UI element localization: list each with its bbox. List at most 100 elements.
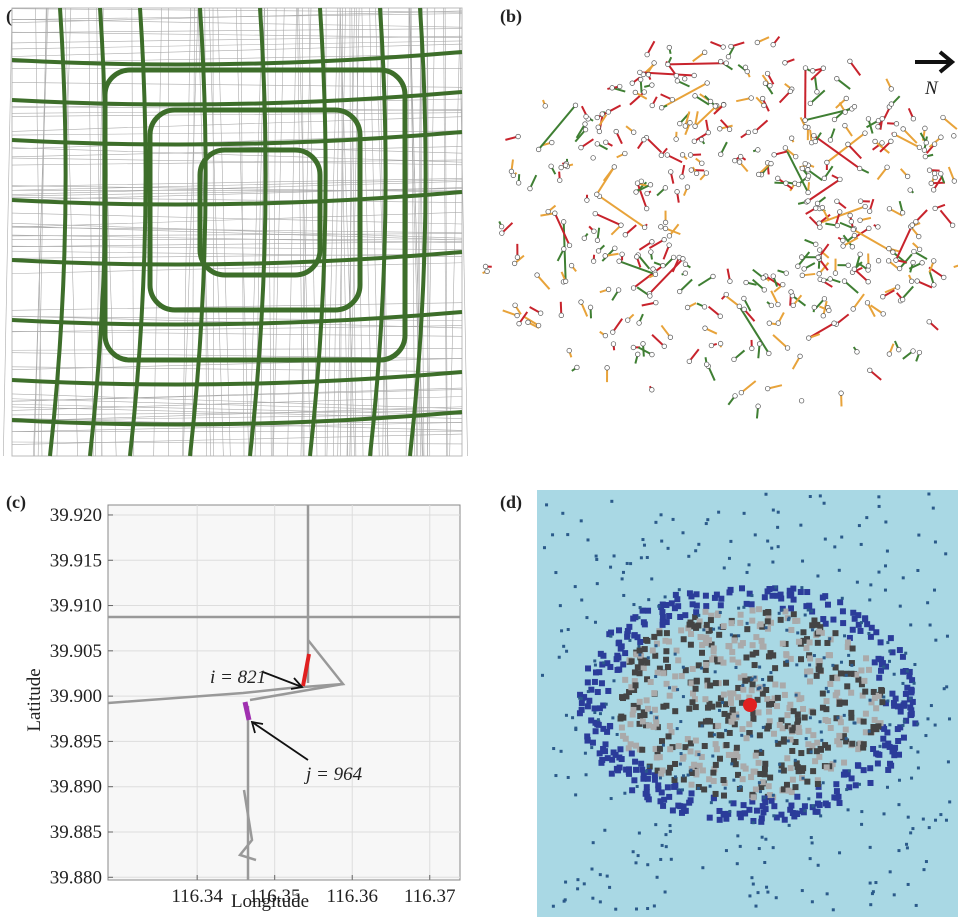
- node: [588, 305, 593, 310]
- y-tick-label: 39.880: [50, 867, 102, 888]
- cell: [786, 788, 792, 794]
- node: [798, 354, 803, 359]
- cell: [861, 719, 867, 725]
- cell: [608, 886, 611, 889]
- node: [771, 274, 776, 279]
- edge: [853, 294, 864, 309]
- x-tick-label: 116.34: [171, 886, 223, 907]
- node: [670, 97, 675, 102]
- cell: [594, 621, 597, 624]
- cell: [682, 531, 685, 534]
- cell: [862, 689, 868, 695]
- cell: [807, 797, 810, 800]
- cell: [787, 739, 790, 742]
- cell: [702, 628, 705, 631]
- node: [793, 154, 798, 159]
- node: [635, 181, 640, 186]
- node: [620, 252, 625, 257]
- cell: [790, 777, 796, 783]
- cell: [750, 678, 753, 681]
- edge: [555, 213, 570, 245]
- cell: [676, 688, 679, 691]
- cell: [926, 717, 929, 720]
- node: [677, 289, 682, 294]
- cell: [845, 788, 848, 791]
- cell: [881, 726, 887, 732]
- cell: [622, 571, 625, 574]
- cell: [865, 516, 868, 519]
- cell: [750, 716, 756, 722]
- cell: [552, 905, 555, 908]
- cell: [639, 606, 642, 609]
- cell: [842, 700, 848, 706]
- node: [894, 258, 899, 263]
- cell: [585, 616, 588, 619]
- cell: [737, 620, 743, 626]
- cell: [637, 645, 640, 648]
- cell: [911, 827, 914, 830]
- cell: [858, 628, 864, 634]
- node: [659, 224, 664, 229]
- compass-label: N: [924, 78, 939, 99]
- node: [515, 313, 520, 318]
- cell: [561, 512, 564, 515]
- cell: [766, 891, 769, 894]
- cell: [869, 882, 872, 885]
- node: [666, 62, 671, 67]
- node: [721, 103, 726, 108]
- node: [806, 190, 811, 195]
- cell: [777, 511, 780, 514]
- cell: [609, 635, 612, 638]
- cell: [742, 678, 748, 684]
- cell: [722, 711, 728, 717]
- cell: [916, 750, 919, 753]
- cell: [775, 896, 778, 899]
- cell: [631, 633, 637, 639]
- cell: [934, 639, 937, 642]
- node: [559, 313, 564, 318]
- cell: [888, 635, 894, 641]
- node: [674, 137, 679, 142]
- cell: [752, 662, 758, 668]
- cell: [679, 720, 682, 723]
- cell: [563, 900, 566, 903]
- node: [680, 153, 685, 158]
- node: [842, 279, 847, 284]
- cell: [753, 634, 759, 640]
- cell: [659, 858, 662, 861]
- node: [644, 206, 649, 211]
- cell: [718, 602, 724, 608]
- cell: [554, 571, 557, 574]
- cell: [630, 707, 636, 713]
- node: [692, 139, 697, 144]
- panel-label: (b): [500, 6, 522, 27]
- cell: [659, 738, 665, 744]
- cell: [810, 750, 813, 753]
- cell: [667, 746, 673, 752]
- node: [665, 153, 670, 158]
- cell: [817, 864, 820, 867]
- node: [783, 146, 788, 151]
- cell: [832, 630, 838, 636]
- cell: [714, 746, 720, 752]
- cell: [605, 688, 611, 694]
- cell: [679, 673, 685, 679]
- cell: [770, 547, 773, 550]
- cell: [766, 723, 772, 729]
- cell: [584, 752, 587, 755]
- node: [788, 89, 793, 94]
- node: [767, 321, 772, 326]
- node: [650, 388, 655, 393]
- node: [880, 294, 885, 299]
- cell: [803, 809, 806, 812]
- cell: [850, 664, 853, 667]
- node: [535, 273, 540, 278]
- node: [619, 223, 624, 228]
- cell: [662, 744, 665, 747]
- cell: [721, 793, 727, 799]
- node: [648, 182, 653, 187]
- cell: [710, 801, 713, 804]
- node: [771, 42, 776, 47]
- cell: [746, 622, 749, 625]
- cell: [619, 725, 625, 731]
